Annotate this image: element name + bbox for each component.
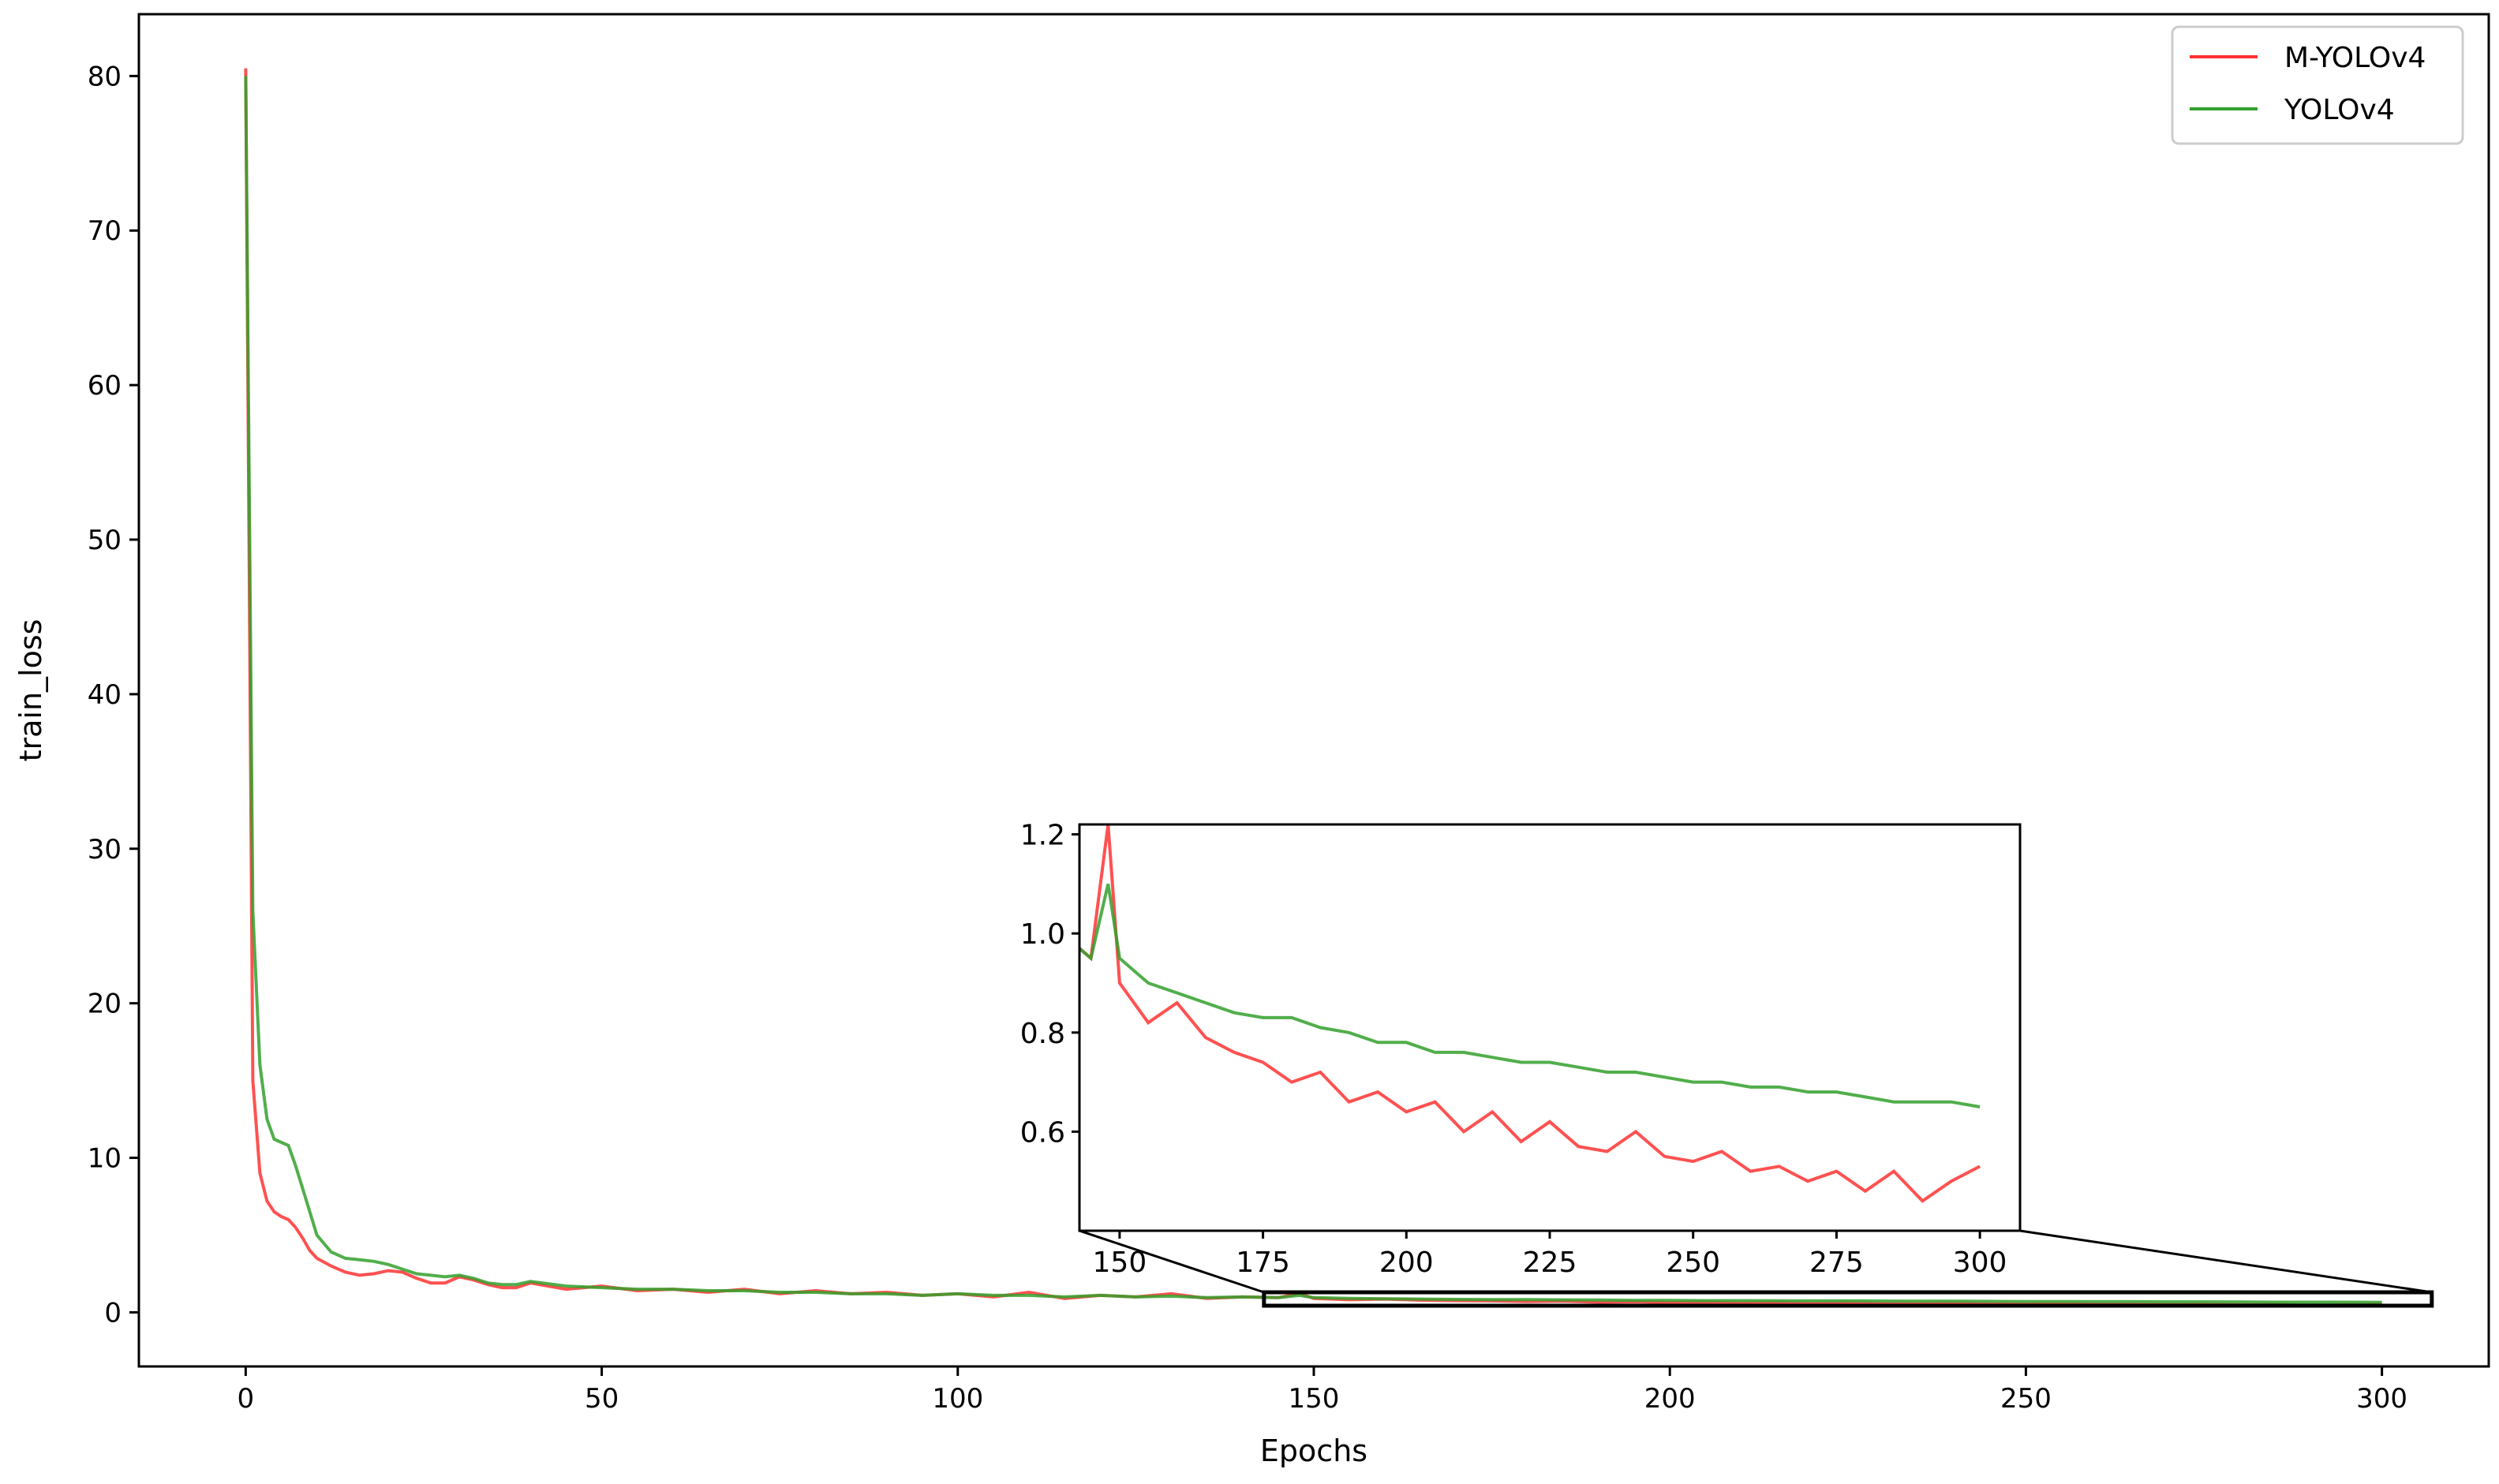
inset-series-lines xyxy=(1079,824,1981,1203)
y-tick-label: 40 xyxy=(88,679,122,711)
y-tick-label: 70 xyxy=(88,215,122,247)
inset-x-tick-label: 175 xyxy=(1236,1247,1290,1279)
inset-y-tick-label: 0.6 xyxy=(1020,1116,1065,1149)
zoom-connector-right xyxy=(2019,1229,2433,1294)
inset-y-ticks: 0.6 0.8 1.0 1.2 xyxy=(1020,820,1079,1149)
y-tick-label: 80 xyxy=(88,61,122,92)
main-x-ticks: 0 50 100 150 200 250 300 xyxy=(238,1366,2407,1415)
zoom-region-box xyxy=(1262,1290,2434,1308)
y-tick-label: 20 xyxy=(88,989,122,1020)
y-tick-label: 60 xyxy=(88,370,122,402)
x-tick-label: 250 xyxy=(2000,1383,2052,1415)
inset-y-tick-label: 1.0 xyxy=(1020,918,1065,951)
x-tick-label: 200 xyxy=(1644,1383,1696,1415)
x-tick-label: 100 xyxy=(932,1383,983,1415)
inset-y-tick-label: 1.2 xyxy=(1020,820,1065,852)
y-tick-label: 30 xyxy=(88,834,122,865)
y-tick-label: 50 xyxy=(88,525,122,556)
y-tick-label: 0 xyxy=(104,1297,122,1329)
legend: M-YOLOv4 YOLOv4 xyxy=(2171,25,2464,145)
inset-x-tick-label: 225 xyxy=(1523,1247,1577,1279)
y-tick-label: 10 xyxy=(88,1143,122,1175)
main-y-ticks: 0 10 20 30 40 50 60 70 80 xyxy=(88,61,139,1329)
inset-series-line-m-yolov4 xyxy=(1079,824,1981,1203)
inset-x-tick-label: 300 xyxy=(1953,1247,2007,1279)
y-axis-label: train_loss xyxy=(13,619,48,762)
inset-x-ticks: 150 175 200 225 250 275 300 xyxy=(1093,1231,2007,1279)
inset-x-tick-label: 250 xyxy=(1666,1247,1720,1279)
inset-x-tick-label: 150 xyxy=(1093,1247,1147,1279)
inset-background xyxy=(1079,824,2020,1231)
inset-x-tick-label: 275 xyxy=(1809,1247,1864,1279)
x-tick-label: 300 xyxy=(2356,1383,2407,1415)
legend-label-yolov4: YOLOv4 xyxy=(2284,94,2395,126)
inset-series-line-yolov4 xyxy=(1079,883,1981,1108)
x-tick-label: 50 xyxy=(585,1383,619,1415)
series-line-yolov4 xyxy=(244,76,2382,1304)
legend-label-m-yolov4: M-YOLOv4 xyxy=(2284,42,2426,74)
inset-y-tick-label: 0.8 xyxy=(1020,1018,1065,1050)
x-axis-label: Epochs xyxy=(1260,1434,1367,1468)
zoom-connector-left xyxy=(1079,1229,1265,1294)
inset-x-tick-label: 200 xyxy=(1379,1247,1434,1279)
x-tick-label: 0 xyxy=(238,1383,255,1415)
x-tick-label: 150 xyxy=(1289,1383,1340,1415)
